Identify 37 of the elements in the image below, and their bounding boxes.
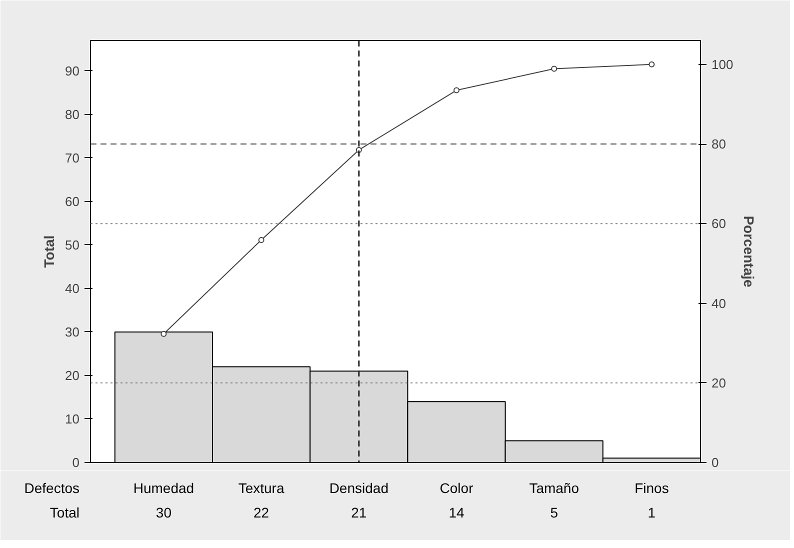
x-axis-title: Defectos [24, 480, 80, 496]
y-tick-label: 30 [65, 324, 80, 340]
point [454, 87, 460, 94]
data-label: 30 [156, 504, 172, 520]
point [160, 330, 167, 337]
x-tick-label: Color [440, 480, 474, 496]
y-tick-label: 80 [65, 106, 80, 122]
point [551, 66, 558, 72]
y2-tick-label: 0 [712, 455, 719, 470]
y-tick-label: 40 [65, 280, 80, 296]
data-label: 5 [550, 504, 558, 520]
y-tick-label: 10 [65, 411, 80, 426]
y2-tick-label: 60 [712, 216, 726, 232]
y-tick-label: 70 [65, 150, 80, 166]
x-tick-label: Tamaño [529, 480, 580, 496]
x-tick-label: Textura [238, 480, 284, 496]
y-tick-label: 90 [65, 63, 80, 78]
y2-tick-label: 20 [712, 375, 726, 390]
x-tick-label: Humedad [133, 480, 194, 496]
y-tick-label: 50 [65, 237, 80, 252]
y2-axis-title: Porcentaje [741, 216, 758, 288]
data-label: 21 [351, 504, 367, 520]
data-label: 14 [448, 504, 464, 520]
x-tick-label: Densidad [329, 480, 388, 496]
y2-tick-label: 100 [712, 56, 734, 72]
x-tick-label: Finos [634, 480, 669, 496]
y-tick-label: 60 [65, 194, 80, 209]
y2-tick-label: 40 [712, 296, 726, 311]
point [648, 61, 655, 68]
y-axis-title: Total [41, 235, 58, 268]
data-label: 22 [254, 504, 270, 520]
y-tick-label: 20 [65, 368, 80, 383]
y-tick-label: 0 [72, 455, 80, 470]
data-label: 1 [648, 504, 656, 520]
y2-tick-label: 80 [712, 136, 726, 152]
point [258, 236, 264, 243]
text: Total [50, 504, 80, 520]
